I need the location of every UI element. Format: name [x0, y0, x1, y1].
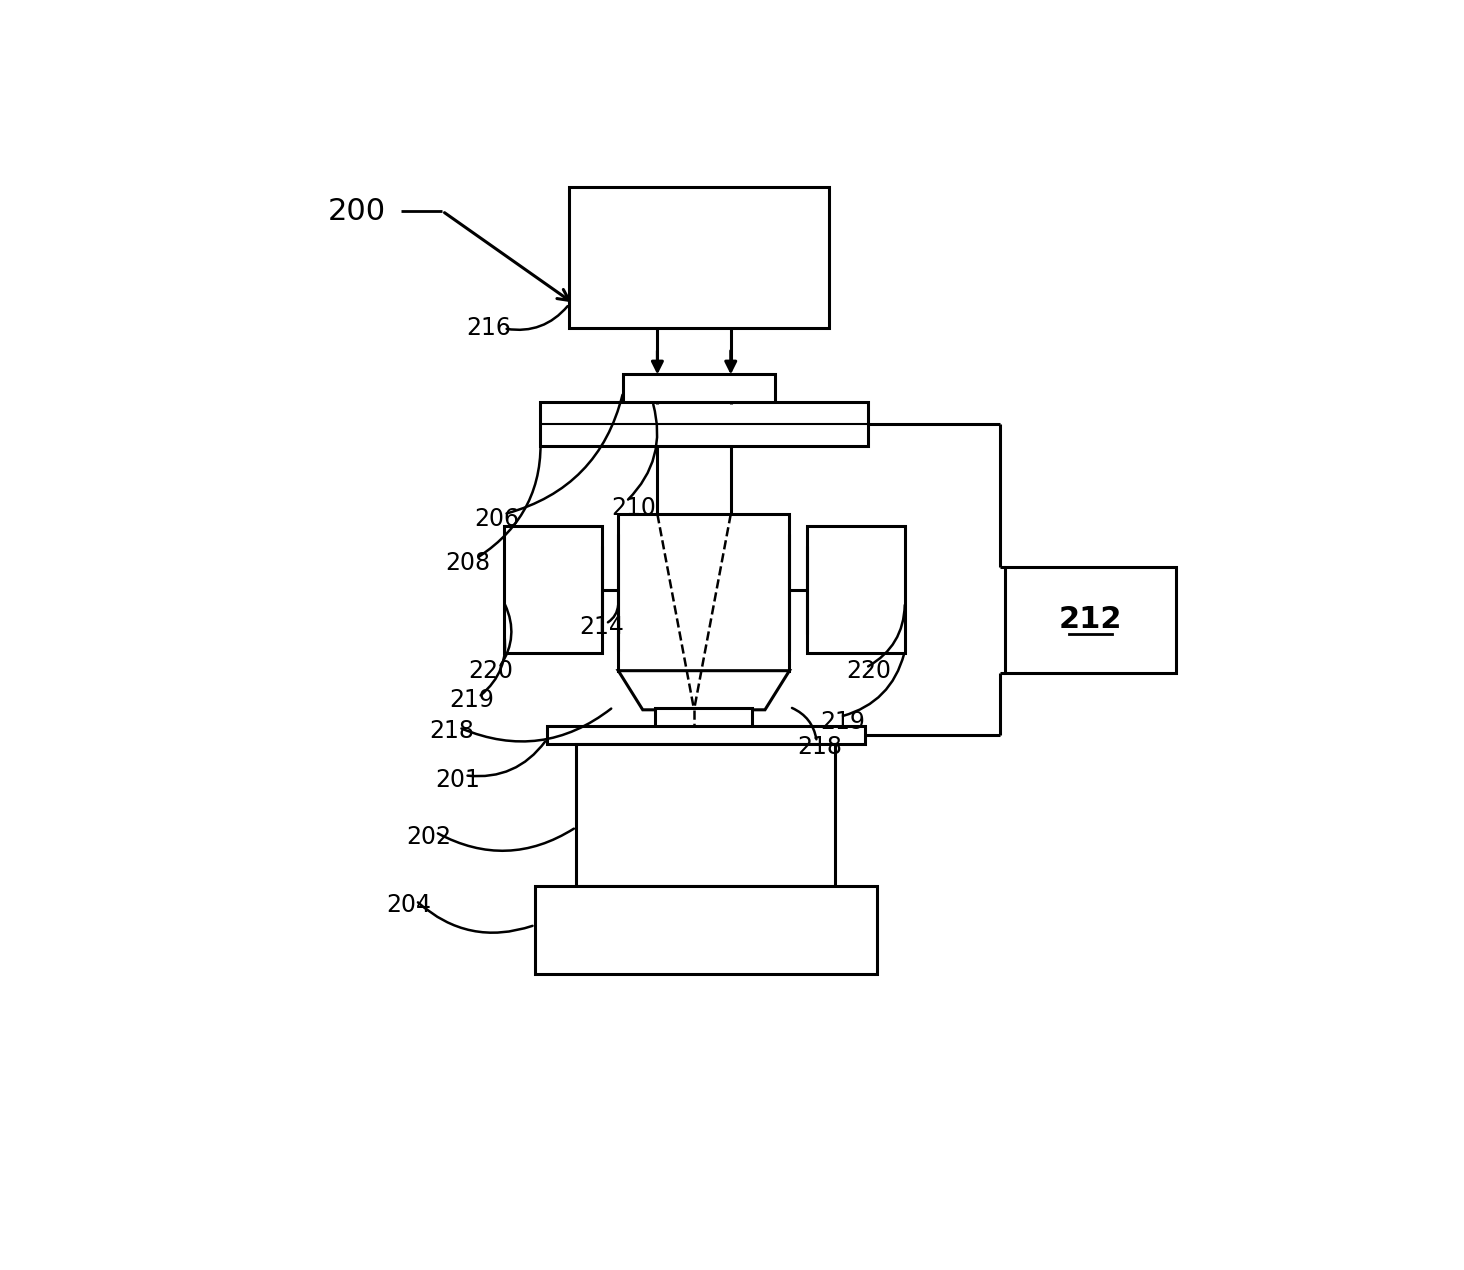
- Text: 204: 204: [386, 893, 432, 917]
- Text: 219: 219: [821, 710, 865, 734]
- Bar: [548, 726, 865, 744]
- Bar: [577, 744, 836, 886]
- Text: 216: 216: [467, 316, 511, 340]
- Bar: [656, 707, 752, 729]
- Bar: [569, 187, 829, 329]
- Bar: [504, 526, 602, 653]
- Text: 219: 219: [449, 688, 493, 712]
- Bar: [624, 375, 774, 404]
- Text: 202: 202: [406, 826, 451, 848]
- Text: 218: 218: [429, 719, 474, 743]
- Text: 218: 218: [798, 735, 842, 759]
- Text: 214: 214: [580, 615, 624, 639]
- Polygon shape: [618, 671, 789, 710]
- Text: 220: 220: [468, 659, 514, 683]
- Text: 206: 206: [474, 507, 520, 531]
- Text: 201: 201: [435, 768, 480, 792]
- Text: 208: 208: [445, 551, 490, 575]
- Bar: [1004, 566, 1176, 673]
- Bar: [536, 886, 877, 974]
- Bar: [618, 514, 789, 671]
- Text: 210: 210: [612, 497, 656, 521]
- Bar: [807, 526, 905, 653]
- Bar: [540, 401, 868, 446]
- Text: 212: 212: [1058, 606, 1121, 634]
- Text: 220: 220: [846, 659, 892, 683]
- Text: 200: 200: [328, 197, 386, 226]
